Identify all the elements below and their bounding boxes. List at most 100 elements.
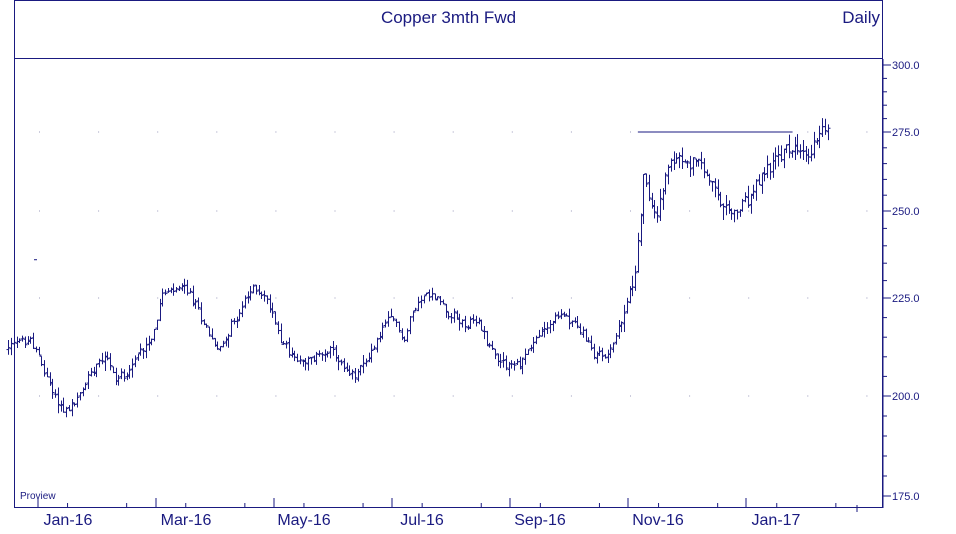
ohlc-bar bbox=[504, 355, 509, 371]
ohlc-bar bbox=[53, 389, 58, 398]
ohlc-bar bbox=[290, 347, 295, 358]
ohlc-bar bbox=[804, 145, 809, 162]
ohlc-bar bbox=[757, 174, 762, 186]
ohlc-bar bbox=[680, 147, 685, 170]
ohlc-bar bbox=[372, 345, 377, 351]
ohlc-bar bbox=[100, 352, 105, 365]
ohlc-bar bbox=[619, 321, 624, 333]
ohlc-bar bbox=[83, 382, 88, 391]
ohlc-bar bbox=[773, 147, 778, 170]
ohlc-bar bbox=[474, 315, 479, 327]
ohlc-bar bbox=[498, 353, 503, 369]
ohlc-bar bbox=[438, 296, 443, 306]
ohlc-bar bbox=[191, 285, 196, 307]
ohlc-bar bbox=[597, 346, 602, 356]
ohlc-bar bbox=[339, 359, 344, 366]
ohlc-bar bbox=[677, 152, 682, 169]
ohlc-bar bbox=[215, 341, 220, 350]
ohlc-bar bbox=[81, 387, 86, 397]
ohlc-bar bbox=[562, 311, 567, 317]
y-tick-label: 250.0 bbox=[892, 206, 920, 218]
ohlc-bar bbox=[254, 284, 259, 295]
ohlc-bar bbox=[67, 405, 72, 412]
ohlc-bar bbox=[262, 290, 267, 302]
ohlc-bar bbox=[389, 308, 394, 318]
ohlc-bar bbox=[386, 311, 391, 327]
ohlc-bar bbox=[523, 348, 528, 365]
ohlc-bar bbox=[306, 356, 311, 371]
ohlc-bar bbox=[485, 330, 490, 347]
ohlc-bar bbox=[361, 355, 366, 374]
x-tick-label: May-16 bbox=[277, 512, 330, 529]
ohlc-bar bbox=[564, 313, 569, 317]
ohlc-bar bbox=[358, 364, 363, 376]
ohlc-bar bbox=[531, 336, 536, 353]
ohlc-bar bbox=[9, 337, 14, 356]
ohlc-bar bbox=[284, 340, 289, 349]
ohlc-bar bbox=[72, 402, 77, 407]
ohlc-bar bbox=[122, 369, 127, 382]
ohlc-bar bbox=[210, 328, 215, 340]
y-axis: 175.0 200.0 225.0 250.0 275.0 300.0 bbox=[882, 59, 920, 508]
ohlc-bar bbox=[625, 297, 630, 314]
ohlc-bar bbox=[771, 152, 776, 178]
ohlc-bar bbox=[78, 392, 83, 401]
ohlc-bar bbox=[754, 179, 759, 201]
ohlc-bar bbox=[64, 406, 69, 418]
ohlc-bar bbox=[721, 203, 726, 220]
ohlc-bar bbox=[707, 173, 712, 186]
ohlc-bar bbox=[287, 337, 292, 358]
ohlc-bar bbox=[776, 145, 781, 167]
ohlc-bar bbox=[229, 318, 234, 337]
ohlc-bar bbox=[762, 167, 767, 182]
ohlc-bar bbox=[105, 351, 110, 361]
ohlc-bar bbox=[702, 158, 707, 179]
ohlc-bar bbox=[125, 372, 130, 381]
chart-title: Copper 3mth Fwd bbox=[380, 8, 517, 27]
ohlc-bar bbox=[279, 323, 284, 344]
ohlc-bar bbox=[806, 148, 811, 165]
ohlc-bar bbox=[364, 358, 369, 367]
x-tick-label: Sep-16 bbox=[514, 512, 566, 529]
ohlc-bar bbox=[647, 174, 652, 202]
ohlc-bar bbox=[468, 316, 473, 330]
ohlc-bar bbox=[235, 316, 240, 329]
ohlc-bar bbox=[70, 399, 75, 417]
ohlc-bar bbox=[281, 341, 286, 345]
ohlc-bar bbox=[163, 289, 168, 296]
ohlc-bar bbox=[144, 337, 149, 359]
ohlc-bar bbox=[193, 298, 198, 309]
ohlc-bar bbox=[158, 298, 163, 322]
ohlc-bar bbox=[694, 158, 699, 167]
ohlc-bar bbox=[314, 351, 319, 365]
ohlc-bar bbox=[823, 118, 828, 135]
ohlc-bar bbox=[301, 359, 306, 367]
ohlc-bar bbox=[20, 335, 25, 342]
ohlc-bar bbox=[614, 332, 619, 345]
ohlc-bar bbox=[345, 362, 350, 372]
ohlc-bar bbox=[94, 363, 99, 378]
ohlc-bar bbox=[350, 369, 355, 380]
ohlc-bar bbox=[482, 325, 487, 340]
source-label: Proview bbox=[20, 491, 56, 502]
ohlc-bar bbox=[782, 148, 787, 169]
ohlc-bar bbox=[424, 292, 429, 296]
ohlc-bar bbox=[97, 358, 102, 368]
ohlc-bar bbox=[556, 311, 561, 320]
ohlc-bar bbox=[270, 302, 275, 318]
ohlc-bar bbox=[408, 316, 413, 335]
ohlc-bar bbox=[540, 327, 545, 337]
ohlc-bar bbox=[729, 208, 734, 220]
ohlc-bar bbox=[812, 131, 817, 159]
ohlc-bar bbox=[160, 288, 165, 307]
ohlc-bar bbox=[644, 173, 649, 188]
ohlc-bar bbox=[75, 392, 80, 408]
ohlc-bar bbox=[12, 340, 17, 349]
ohlc-bar bbox=[251, 284, 256, 294]
ohlc-bar bbox=[606, 349, 611, 363]
ohlc-bar bbox=[559, 309, 564, 320]
ohlc-bar bbox=[180, 283, 185, 292]
ohlc-bar bbox=[394, 318, 399, 328]
ohlc-bar bbox=[479, 319, 484, 331]
